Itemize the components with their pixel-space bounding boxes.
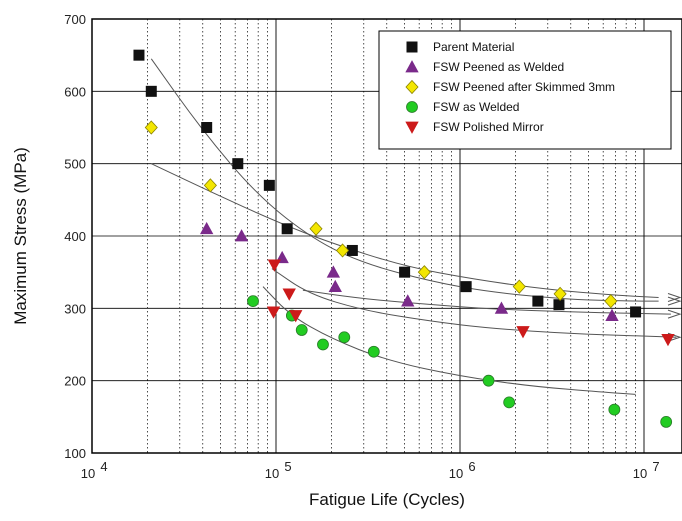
x-tick-exponent: 4: [100, 459, 107, 474]
data-point: [608, 403, 621, 416]
data-point: [605, 308, 619, 321]
x-tick-label: 10: [81, 466, 95, 481]
x-axis-label: Fatigue Life (Cycles): [309, 490, 465, 509]
data-point: [295, 324, 308, 336]
data-point: [482, 374, 495, 387]
series-triangle-up: [200, 221, 619, 321]
legend: Parent Material FSW Peened as Welded FSW P…: [378, 30, 672, 150]
data-point: [281, 223, 293, 235]
data-point: [604, 294, 618, 309]
data-point: [532, 295, 544, 307]
data-point: [661, 334, 675, 347]
data-point: [630, 306, 642, 318]
series-square: [133, 49, 642, 318]
legend-marker: [405, 79, 419, 95]
x-tick-exponent: 5: [284, 459, 291, 474]
x-tick-exponent: 6: [468, 459, 475, 474]
data-point: [553, 286, 567, 301]
data-point: [328, 279, 342, 293]
data-point: [516, 326, 530, 339]
y-tick-label: 700: [64, 12, 86, 27]
x-tick-label: 10: [449, 466, 463, 481]
data-point: [200, 221, 214, 235]
data-point: [133, 49, 145, 61]
y-tick-label: 200: [64, 374, 86, 389]
data-point: [417, 265, 431, 280]
data-point: [326, 265, 341, 278]
plot-frame: [91, 18, 682, 454]
data-point: [309, 221, 323, 236]
data-point: [460, 281, 472, 293]
data-point: [399, 266, 411, 278]
data-point: [232, 158, 244, 170]
trend-curve: [262, 286, 636, 395]
series-diamond: [144, 120, 618, 309]
legend-label: FSW Polished Mirror: [433, 120, 544, 134]
series-triangle-down: [266, 259, 675, 347]
data-point: [660, 415, 673, 428]
data-point: [145, 85, 157, 97]
data-point: [203, 178, 217, 193]
data-points: [133, 49, 675, 428]
data-point: [494, 301, 509, 314]
legend-label: Parent Material: [433, 40, 514, 54]
trend-curve: [271, 268, 677, 338]
data-point: [234, 229, 249, 242]
data-point: [282, 288, 296, 301]
data-point: [338, 331, 351, 344]
data-point: [553, 299, 565, 311]
data-point: [317, 338, 329, 351]
data-point: [201, 122, 213, 133]
legend-box: [378, 30, 672, 150]
data-point: [512, 279, 526, 294]
y-tick-label: 100: [64, 446, 86, 461]
data-point: [503, 396, 516, 409]
y-tick-label: 500: [64, 157, 86, 172]
y-tick-label: 600: [64, 84, 86, 99]
data-point: [247, 295, 259, 308]
x-tick-label: 10: [633, 466, 647, 481]
legend-marker: [405, 121, 419, 134]
legend-marker: [406, 101, 418, 113]
runout-arrow: [667, 296, 682, 306]
data-point: [144, 120, 158, 135]
legend-label: FSW as Welded: [433, 100, 519, 114]
legend-label: FSW Peened after Skimmed 3mm: [433, 80, 615, 94]
y-axis-label: Maximum Stress (MPa): [11, 147, 30, 325]
data-point: [289, 310, 303, 323]
legend-label: FSW Peened as Welded: [433, 60, 564, 74]
data-point: [266, 306, 281, 319]
legend-marker: [405, 60, 419, 73]
x-tick-label: 10: [265, 466, 279, 481]
data-point: [267, 259, 282, 272]
data-point: [336, 243, 350, 258]
legend-marker: [406, 41, 418, 53]
trend-curve: [302, 289, 671, 315]
data-point: [367, 345, 380, 358]
runout-arrow: [667, 293, 682, 302]
data-point: [263, 179, 275, 191]
y-tick-label: 300: [64, 301, 86, 316]
data-point: [401, 294, 415, 307]
runout-arrow: [667, 309, 682, 319]
x-tick-exponent: 7: [652, 459, 659, 474]
tick-labels: 100 200 300 400 500 600 700 10 4 10 5 10 6 10 7: [64, 12, 659, 481]
y-tick-label: 400: [64, 229, 86, 244]
